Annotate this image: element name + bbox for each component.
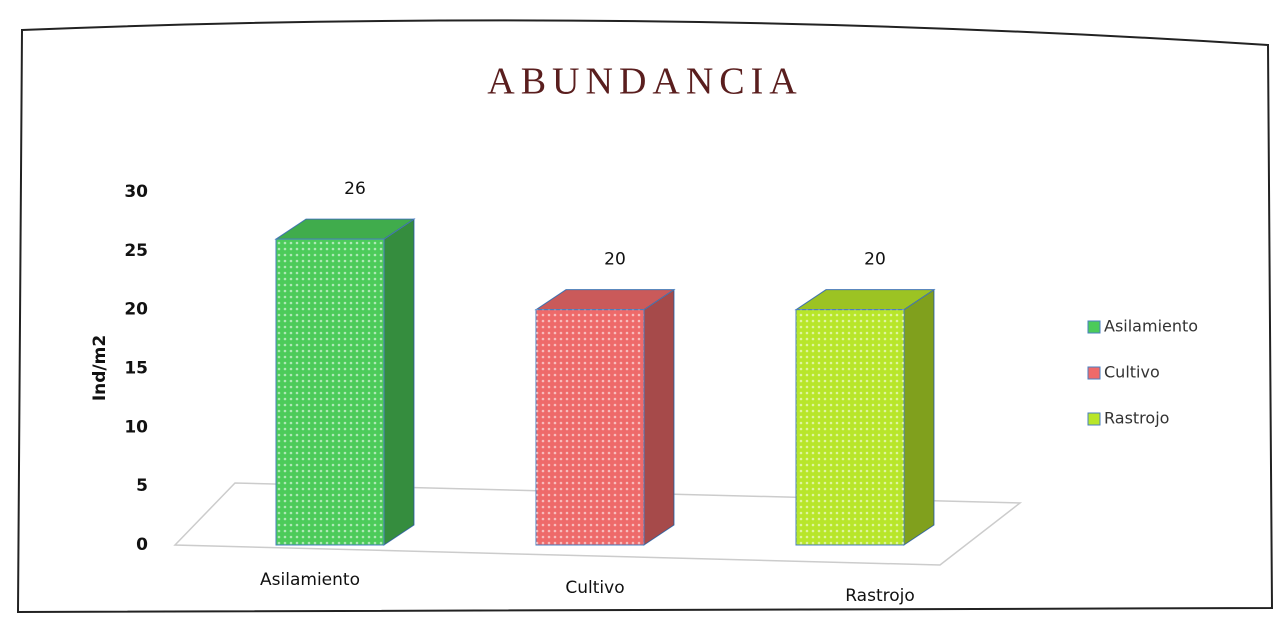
y-axis-label: Ind/m2 [90,335,110,401]
floor [173,482,1023,566]
legend-swatch [1087,320,1101,334]
y-tick-label: 5 [136,476,148,496]
bar-top-shade [536,289,674,310]
bar-texture [796,309,904,545]
data-label: 20 [864,250,886,270]
y-tick-label: 30 [124,182,148,202]
x-tick-label: Cultivo [565,578,624,598]
x-tick-label: Rastrojo [845,586,915,606]
y-tick-label: 0 [136,535,148,555]
y-tick-label: 25 [124,241,148,261]
bar-top-shade [796,289,934,310]
data-label: 26 [344,179,366,199]
legend-swatch [1087,412,1101,426]
y-tick-label: 10 [124,417,148,437]
legend-label: Asilamiento [1104,317,1198,336]
chart-title: ABUNDANCIA [487,61,802,103]
legend-label: Rastrojo [1104,409,1169,428]
bar-texture [536,309,644,545]
y-tick-label: 15 [124,359,148,379]
bar-side-shade [644,289,674,545]
bar-top-shade [276,219,414,240]
x-tick-label: Asilamiento [260,570,360,590]
legend-label: Cultivo [1104,363,1160,382]
legend-swatch [1087,366,1101,380]
bar-texture [276,239,384,546]
y-tick-label: 20 [124,300,148,320]
data-label: 20 [604,250,626,270]
bar-side-shade [904,289,934,545]
bar-side-shade [384,219,414,546]
